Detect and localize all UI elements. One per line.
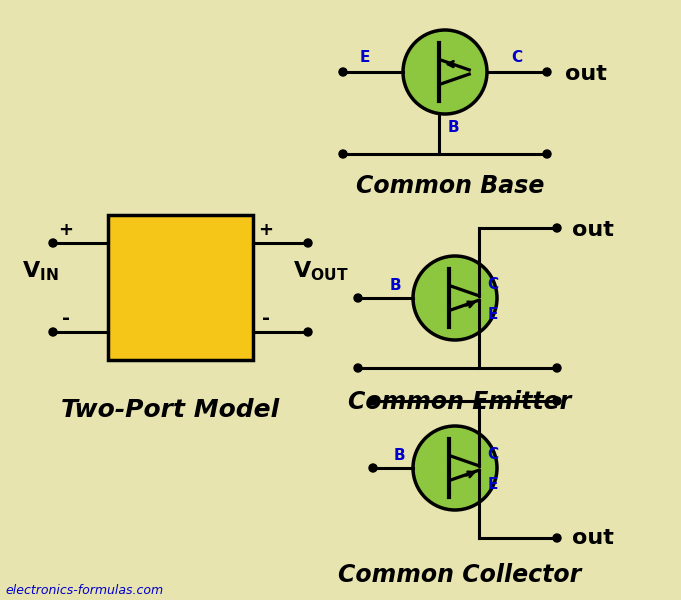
Text: E: E: [360, 50, 370, 65]
Circle shape: [553, 224, 561, 232]
Circle shape: [354, 364, 362, 372]
Text: C: C: [488, 277, 498, 292]
Text: C: C: [511, 50, 522, 65]
Circle shape: [413, 426, 497, 510]
Text: E: E: [488, 478, 498, 492]
Text: B: B: [393, 448, 405, 463]
Circle shape: [339, 150, 347, 158]
Text: $\mathbf{V_{IN}}$: $\mathbf{V_{IN}}$: [22, 259, 59, 283]
Circle shape: [304, 328, 312, 336]
Text: -: -: [262, 310, 270, 329]
Text: Common Base: Common Base: [355, 174, 544, 198]
Text: E: E: [488, 307, 498, 322]
Text: B: B: [447, 121, 459, 136]
Text: electronics-formulas.com: electronics-formulas.com: [5, 584, 163, 597]
Circle shape: [369, 464, 377, 472]
Text: Common Emitter: Common Emitter: [349, 390, 571, 414]
Text: $\mathbf{V_{OUT}}$: $\mathbf{V_{OUT}}$: [293, 259, 349, 283]
Text: out: out: [572, 528, 614, 548]
Circle shape: [543, 150, 551, 158]
Circle shape: [553, 534, 561, 542]
Circle shape: [304, 239, 312, 247]
Circle shape: [413, 256, 497, 340]
Text: C: C: [488, 447, 498, 462]
Circle shape: [403, 30, 487, 114]
Text: Common Collector: Common Collector: [338, 563, 582, 587]
Circle shape: [354, 294, 362, 302]
Text: +: +: [259, 221, 274, 239]
Text: -: -: [62, 310, 70, 329]
Circle shape: [369, 397, 377, 405]
Circle shape: [553, 364, 561, 372]
Text: +: +: [59, 221, 74, 239]
Text: out: out: [565, 64, 607, 84]
Text: out: out: [572, 220, 614, 240]
Circle shape: [49, 239, 57, 247]
Text: B: B: [389, 277, 401, 292]
Text: Two-Port Model: Two-Port Model: [61, 398, 280, 422]
Circle shape: [543, 68, 551, 76]
Circle shape: [553, 397, 561, 405]
Circle shape: [49, 328, 57, 336]
Circle shape: [339, 68, 347, 76]
Bar: [108, 215, 253, 360]
